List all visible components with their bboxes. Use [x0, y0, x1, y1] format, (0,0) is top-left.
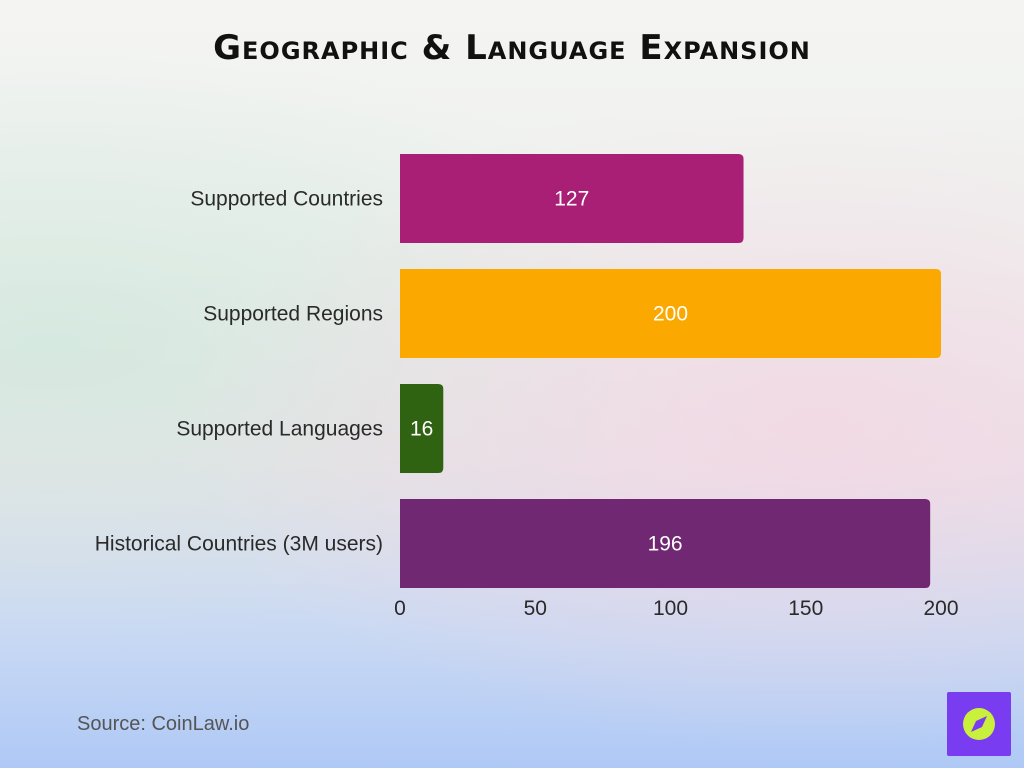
bar-value-label-1: 200 — [653, 303, 688, 326]
source-note: Source: CoinLaw.io — [77, 713, 250, 735]
bar-value-label-3: 196 — [648, 533, 683, 556]
bar-0 — [400, 154, 744, 243]
bar-1 — [400, 269, 941, 358]
bar-value-label-0: 127 — [554, 188, 589, 211]
x-tick-label-1: 50 — [524, 597, 547, 620]
category-label-0: Supported Countries — [190, 188, 383, 211]
compass-icon — [963, 708, 995, 740]
bar-2 — [400, 384, 444, 473]
bar-3 — [400, 499, 931, 588]
bars-group: 127 200 16 196 — [400, 154, 941, 588]
x-tick-label-3: 150 — [788, 597, 823, 620]
category-label-2: Supported Languages — [176, 418, 383, 441]
brand-logo — [947, 692, 1011, 756]
x-tick-label-0: 0 — [394, 597, 406, 620]
chart-title: Geographic & Language Expansion — [213, 28, 811, 68]
category-label-3: Historical Countries (3M users) — [95, 533, 383, 556]
bar-value-label-2: 16 — [410, 418, 433, 441]
category-labels-group: Supported Countries Supported Regions Supp… — [95, 188, 383, 556]
category-label-1: Supported Regions — [203, 303, 383, 326]
x-tick-label-4: 200 — [923, 597, 958, 620]
x-axis-ticks-group: 0 50 100 150 200 — [394, 597, 958, 620]
x-tick-label-2: 100 — [653, 597, 688, 620]
